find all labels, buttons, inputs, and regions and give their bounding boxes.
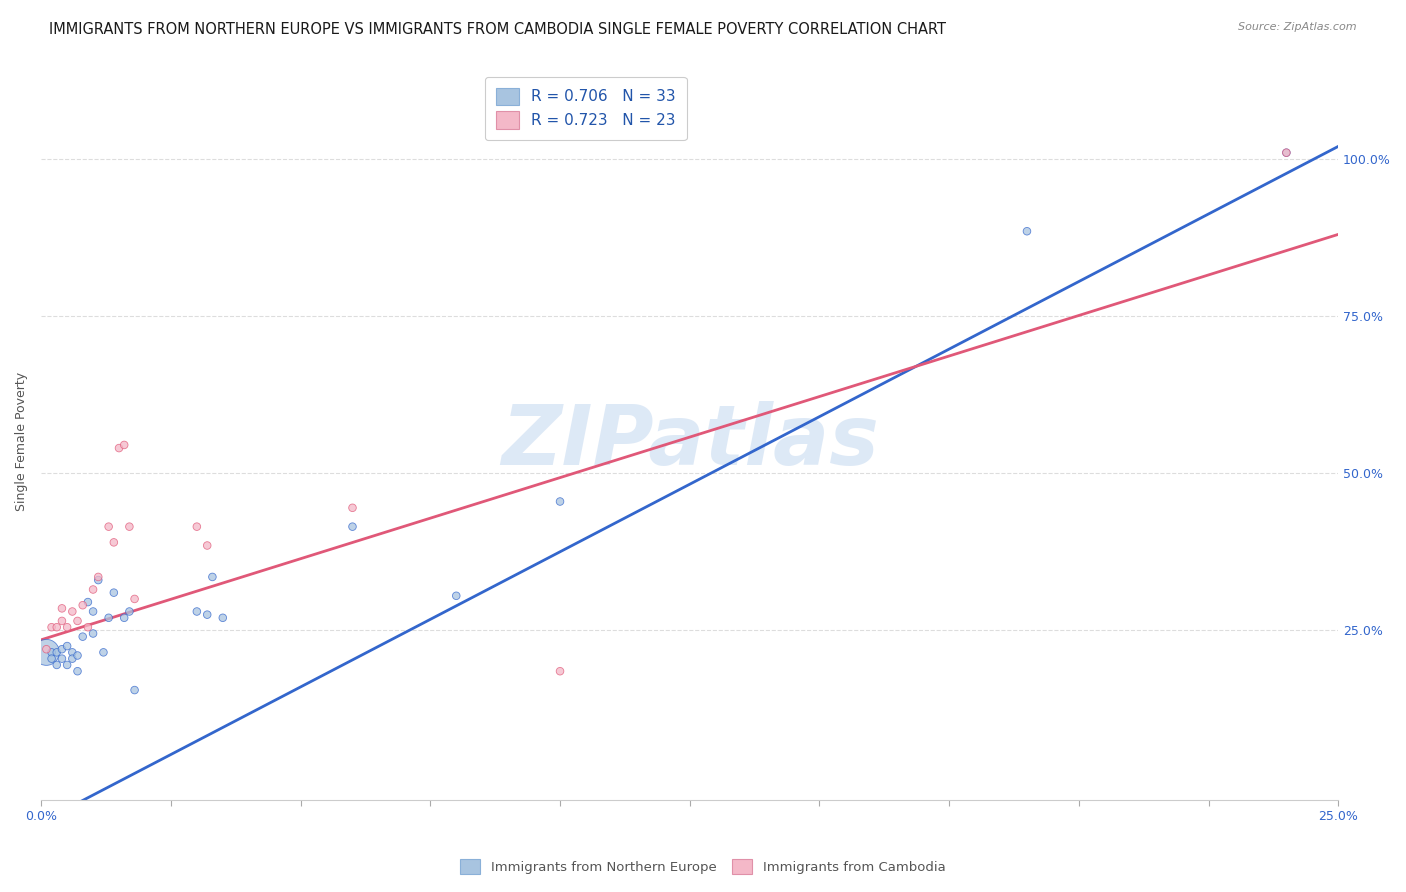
Point <box>112 438 135 452</box>
Point <box>51 601 73 615</box>
Point <box>93 645 115 659</box>
Point <box>118 605 141 619</box>
Point <box>446 589 468 603</box>
Point <box>103 535 125 549</box>
Point <box>97 519 120 533</box>
Point <box>548 664 571 678</box>
Point <box>1015 224 1038 238</box>
Point <box>35 645 58 659</box>
Point <box>77 595 100 609</box>
Point <box>1275 145 1298 160</box>
Y-axis label: Single Female Poverty: Single Female Poverty <box>15 372 28 511</box>
Point <box>51 642 73 657</box>
Point <box>342 519 364 533</box>
Point <box>87 573 110 587</box>
Point <box>124 591 146 606</box>
Point <box>124 683 146 698</box>
Point <box>56 639 79 653</box>
Point <box>66 648 89 663</box>
Point <box>548 494 571 508</box>
Point <box>195 539 218 553</box>
Point <box>77 620 100 634</box>
Point <box>118 519 141 533</box>
Point <box>201 570 224 584</box>
Point <box>56 657 79 672</box>
Point <box>82 582 104 597</box>
Point <box>60 645 83 659</box>
Point <box>35 642 58 657</box>
Point <box>87 570 110 584</box>
Point <box>41 645 63 659</box>
Point <box>82 626 104 640</box>
Point <box>66 614 89 628</box>
Point <box>103 585 125 599</box>
Point <box>51 614 73 628</box>
Point <box>186 519 208 533</box>
Point <box>60 651 83 665</box>
Point <box>45 645 67 659</box>
Point <box>56 620 79 634</box>
Point <box>60 605 83 619</box>
Point <box>112 611 135 625</box>
Point <box>41 620 63 634</box>
Point <box>72 630 94 644</box>
Point <box>186 605 208 619</box>
Legend: R = 0.706   N = 33, R = 0.723   N = 23: R = 0.706 N = 33, R = 0.723 N = 23 <box>485 77 686 140</box>
Point <box>195 607 218 622</box>
Point <box>45 657 67 672</box>
Point <box>72 598 94 612</box>
Point <box>41 651 63 665</box>
Point <box>97 611 120 625</box>
Text: IMMIGRANTS FROM NORTHERN EUROPE VS IMMIGRANTS FROM CAMBODIA SINGLE FEMALE POVERT: IMMIGRANTS FROM NORTHERN EUROPE VS IMMIG… <box>49 22 946 37</box>
Legend: Immigrants from Northern Europe, Immigrants from Cambodia: Immigrants from Northern Europe, Immigra… <box>454 853 952 881</box>
Point <box>108 441 131 455</box>
Point <box>45 620 67 634</box>
Point <box>66 664 89 678</box>
Point <box>211 611 233 625</box>
Point <box>342 500 364 515</box>
Point <box>51 651 73 665</box>
Text: ZIPatlas: ZIPatlas <box>501 401 879 483</box>
Text: Source: ZipAtlas.com: Source: ZipAtlas.com <box>1239 22 1357 32</box>
Point <box>82 605 104 619</box>
Point <box>1275 145 1298 160</box>
